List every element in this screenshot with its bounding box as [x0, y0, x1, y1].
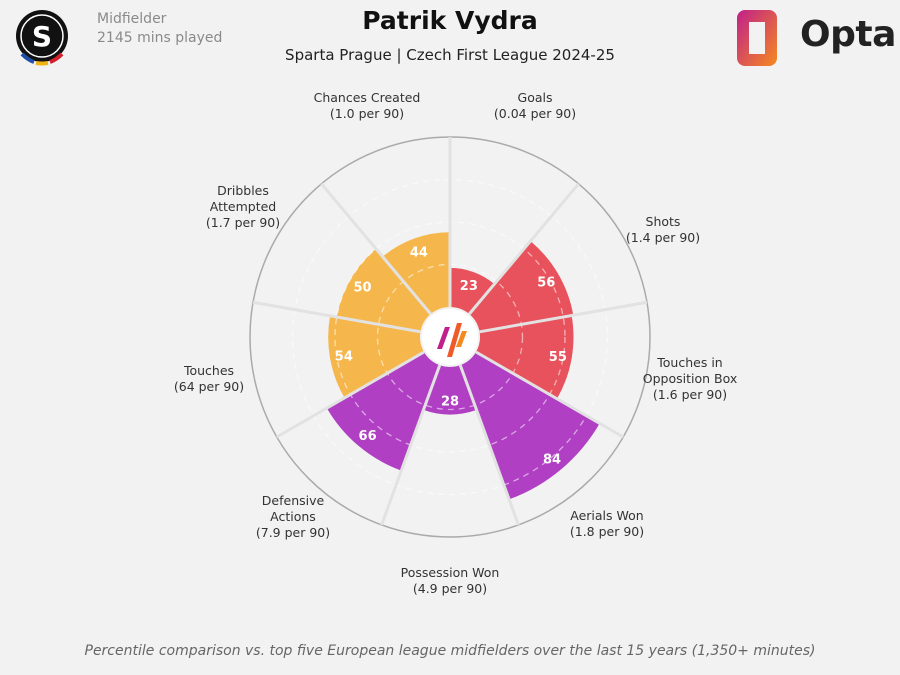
bar-dribbles-attempted — [336, 248, 431, 332]
minutes-played: 2145 mins played — [97, 30, 223, 46]
player-position: Midfielder — [97, 11, 167, 27]
category-label: Touches (64 per 90) — [174, 363, 244, 395]
spoke — [479, 300, 648, 334]
category-label: Possession Won (4.9 per 90) — [401, 565, 500, 597]
spoke — [468, 182, 580, 315]
footnote: Percentile comparison vs. top five Europ… — [84, 643, 816, 659]
bar-touches-in-opposition-box — [475, 315, 574, 399]
category-per90: (64 per 90) — [173, 379, 245, 394]
category-label: Goals (0.04 per 90) — [494, 90, 576, 122]
value-label: 56 — [537, 275, 555, 290]
value-label: 66 — [359, 429, 377, 444]
club-logo-letter: S — [32, 20, 52, 53]
value-label: 23 — [460, 279, 478, 294]
category-name: Possession Won — [400, 565, 500, 580]
category-label: Defensive Actions (7.9 per 90) — [256, 493, 330, 541]
value-label: 50 — [353, 281, 371, 296]
category-name: Shots — [645, 214, 681, 229]
bar-aerials-won — [460, 352, 600, 500]
spoke — [380, 364, 442, 526]
player-meta: Midfielder 2145 mins played — [97, 10, 222, 48]
value-label: 28 — [441, 395, 459, 410]
category-name: Chances Created — [313, 90, 421, 105]
category-per90: (1.4 per 90) — [625, 230, 701, 245]
category-name: Dribbles Attempted — [209, 183, 277, 214]
hub — [422, 309, 478, 365]
spoke — [475, 350, 624, 439]
category-per90: (4.9 per 90) — [412, 581, 488, 596]
page-title: Patrik Vydra — [362, 6, 538, 35]
category-per90: (1.7 per 90) — [205, 215, 281, 230]
bar-chances-created — [382, 232, 450, 315]
spoke — [276, 350, 425, 439]
value-label: 84 — [543, 453, 561, 468]
category-per90: (0.04 per 90) — [493, 106, 577, 121]
opta-wordmark: Opta — [800, 14, 896, 55]
opta-logo-icon — [737, 10, 777, 66]
spoke — [320, 182, 432, 315]
category-per90: (1.0 per 90) — [329, 106, 405, 121]
value-label: 55 — [549, 350, 567, 365]
bar-goals — [450, 267, 495, 315]
bar-shots — [469, 241, 574, 332]
category-label: Shots (1.4 per 90) — [626, 214, 700, 246]
category-name: Aerials Won — [570, 508, 644, 523]
category-name: Defensive Actions — [261, 493, 325, 524]
category-per90: (1.8 per 90) — [569, 524, 645, 539]
category-name: Goals — [517, 90, 553, 105]
category-name: Touches — [183, 363, 235, 378]
page-subtitle: Sparta Prague | Czech First League 2024-… — [285, 46, 615, 64]
category-per90: (1.6 per 90) — [652, 387, 728, 402]
center-logo-icon — [437, 327, 450, 349]
category-label: Chances Created (1.0 per 90) — [314, 90, 421, 122]
spoke — [252, 300, 421, 334]
club-logo: S — [16, 10, 68, 66]
category-label: Touches in Opposition Box (1.6 per 90) — [640, 355, 740, 403]
bar-touches — [328, 315, 425, 398]
value-label: 44 — [410, 246, 428, 261]
category-label: Aerials Won (1.8 per 90) — [570, 508, 644, 540]
category-name: Touches in Opposition Box — [642, 355, 738, 386]
center-logo-icon — [456, 331, 467, 347]
category-label: Dribbles Attempted (1.7 per 90) — [206, 183, 280, 231]
center-logo-icon — [447, 323, 462, 357]
category-per90: (7.9 per 90) — [255, 525, 331, 540]
spoke — [458, 364, 520, 526]
value-label: 54 — [335, 350, 353, 365]
